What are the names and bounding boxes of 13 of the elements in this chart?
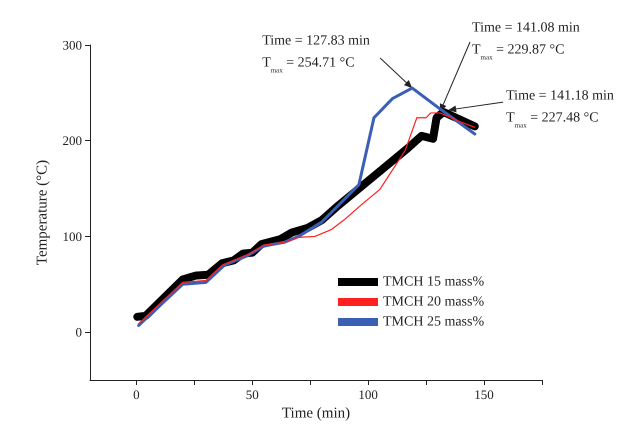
legend-label: TMCH 20 mass% [383, 294, 484, 310]
legend-label: TMCH 25 mass% [383, 314, 484, 330]
y-tick-label: 300 [62, 38, 82, 52]
y-tick-label: 100 [62, 228, 82, 244]
legend-label: TMCH 15 mass% [383, 274, 484, 290]
x-tick-label: 100 [358, 387, 378, 402]
x-tick-label: 150 [474, 387, 494, 402]
x-tick-label: 50 [246, 387, 259, 402]
y-axis-title: Temperature (°C) [34, 160, 50, 266]
y-tick-label: 200 [62, 133, 82, 148]
y-tick-label: 0 [76, 324, 82, 340]
x-tick-label: 0 [133, 387, 140, 402]
x-axis-title: Time (min) [282, 405, 350, 422]
